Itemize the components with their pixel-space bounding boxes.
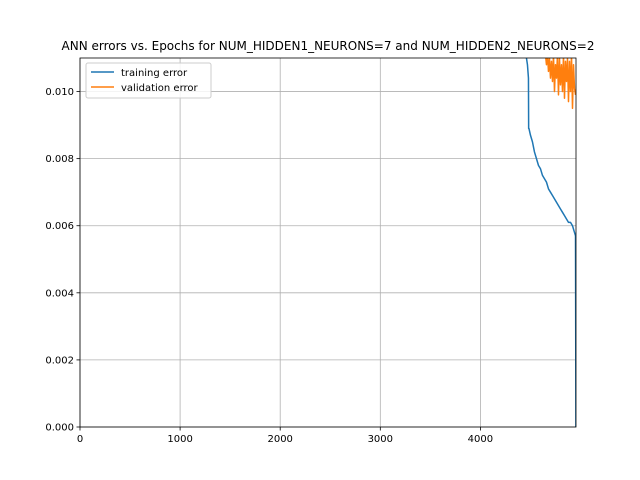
plot-area <box>80 58 576 427</box>
legend-label-validation-error: validation error <box>121 83 199 94</box>
series-layer <box>525 58 576 427</box>
x-tick-label: 2000 <box>267 434 292 445</box>
y-tick-label: 0.008 <box>45 154 74 165</box>
y-tick-label: 0.006 <box>45 221 74 232</box>
y-tick-label: 0.010 <box>45 87 74 98</box>
legend: training error validation error <box>85 62 212 99</box>
legend-box <box>85 62 212 99</box>
x-tick-label: 1000 <box>167 434 192 445</box>
plot-frame <box>79 57 577 428</box>
x-tick-label: 3000 <box>368 434 393 445</box>
series-line-validation-error <box>545 58 576 110</box>
y-tick-label: 0.004 <box>45 288 74 299</box>
series-line-training-error <box>525 58 576 427</box>
legend-label-training-error: training error <box>121 68 188 79</box>
x-tick-label: 4000 <box>468 434 493 445</box>
chart-title: ANN errors vs. Epochs for NUM_HIDDEN1_NE… <box>62 39 595 53</box>
grid <box>79 58 576 428</box>
x-tick-label: 0 <box>77 434 83 445</box>
y-tick-label: 0.000 <box>45 423 74 434</box>
axes: 0 1000 2000 3000 4000 0.000 0.002 0.004 0.006 0.0… <box>45 87 493 445</box>
y-tick-label: 0.002 <box>45 355 74 366</box>
